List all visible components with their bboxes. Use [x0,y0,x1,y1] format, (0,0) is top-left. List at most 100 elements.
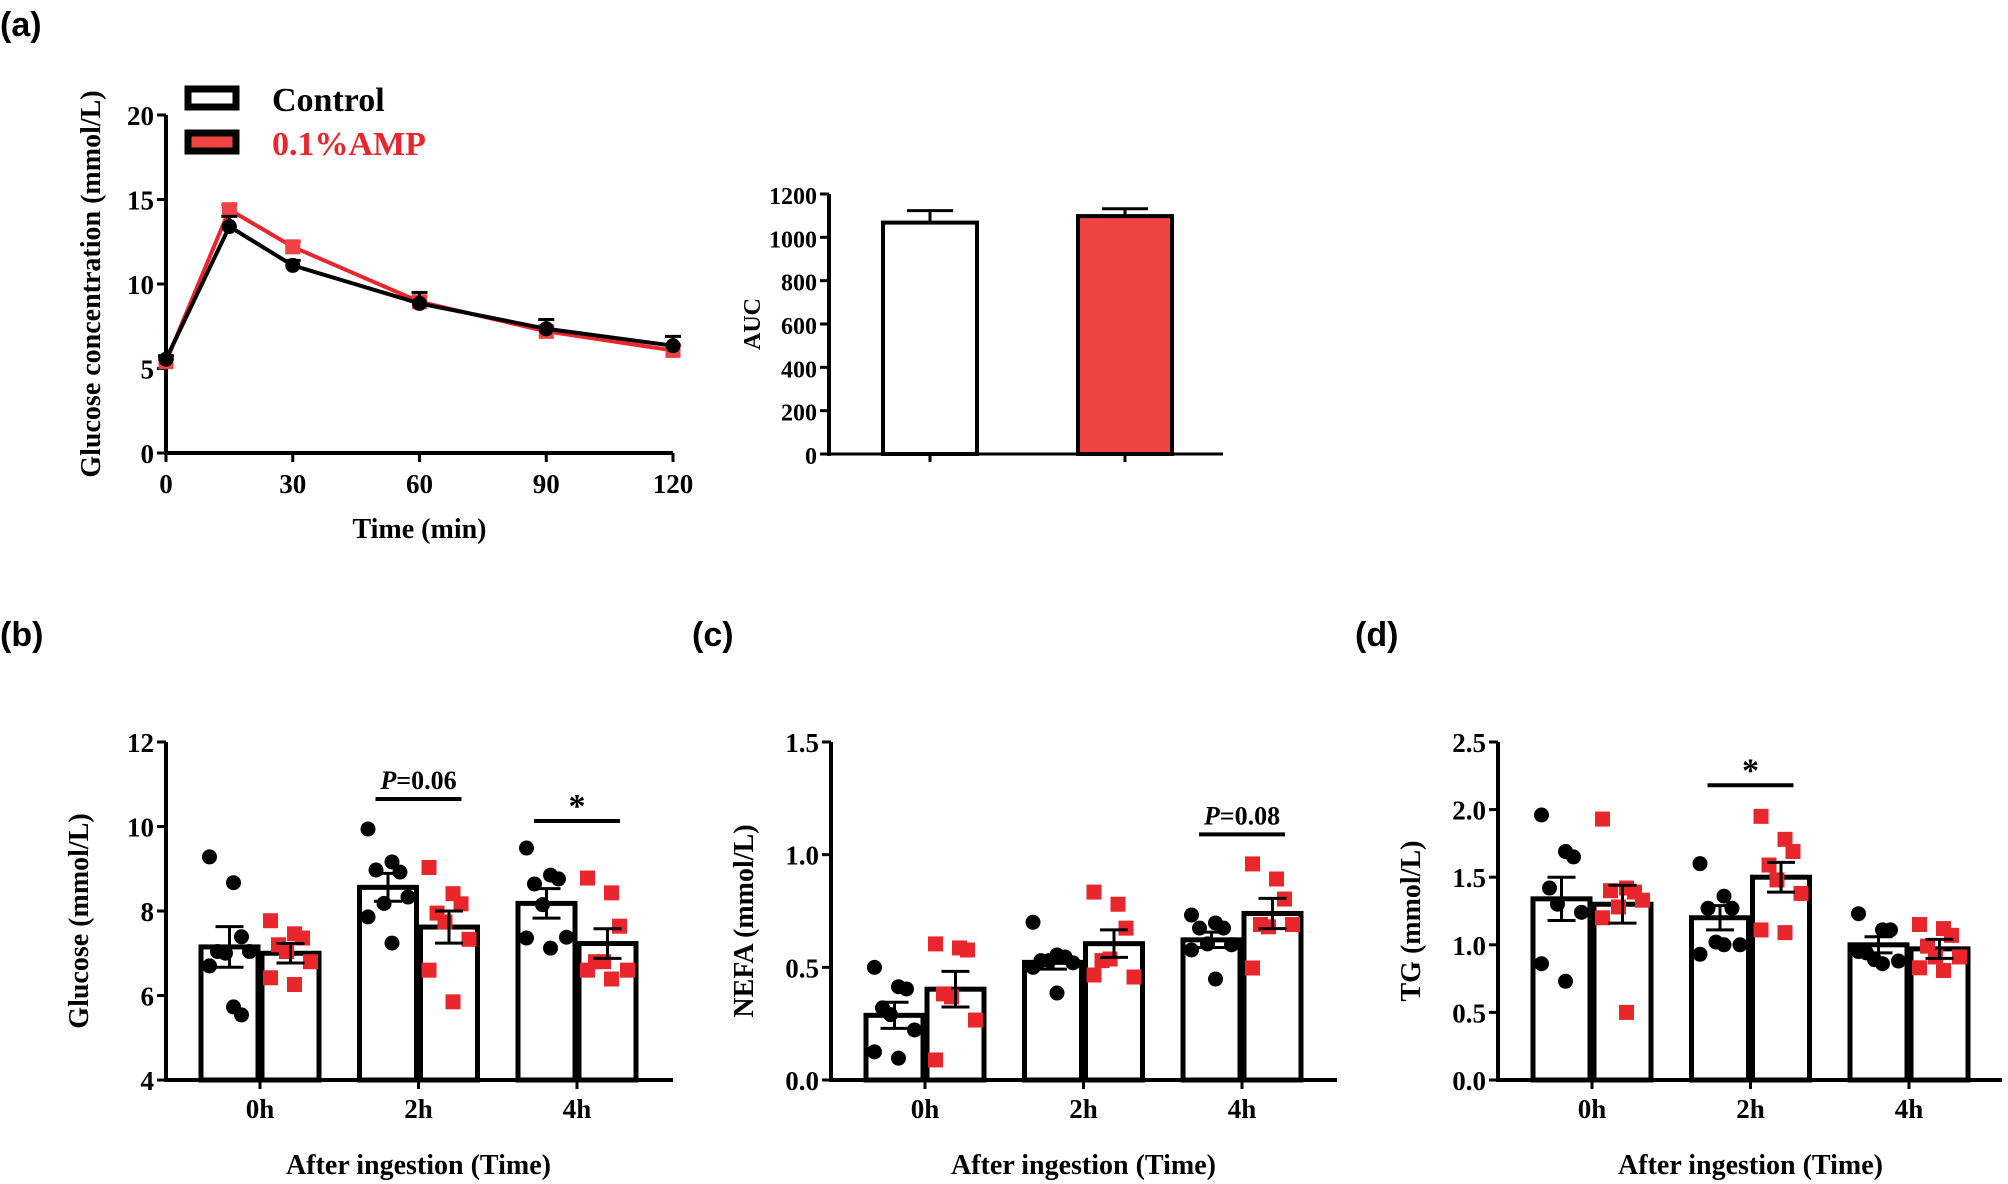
data-point [1692,856,1708,872]
data-point [303,954,318,970]
bar [1241,910,1304,1083]
y-tick-label: 6 [141,982,155,1012]
y-tick-label: 1.5 [1452,863,1486,893]
data-point [1777,925,1793,941]
panel-label-b: (b) [0,616,43,654]
data-point [202,958,217,974]
bar [1180,937,1243,1083]
y-axis-title: AUC [740,298,766,350]
data-point [1184,907,1199,923]
legend: Control 0.1%AMP [184,82,426,163]
y-tick-label: 20 [127,101,154,131]
data-point [1595,811,1610,827]
data-point [867,1044,882,1060]
y-tick-label: 5 [141,355,155,385]
series-amp [1591,808,1971,1083]
data-point [360,821,376,837]
x-axis-title: Time (min) [352,514,486,545]
p-value-label: P=0.06 [379,766,456,795]
data-point [1753,922,1769,938]
legend-label-control: Control [272,82,385,119]
data-point [1025,959,1041,975]
data-point [384,854,400,870]
data-point [907,1022,922,1038]
p-value: =0.06 [396,766,456,795]
tg-bar-chart: 0.0 0.5 1.0 1.5 2.0 2.5 TG (mmol/L) 0h 2h 4h After… [1396,728,2002,1181]
data-point [234,1007,249,1023]
data-point [1851,906,1866,922]
significance-star: * [569,788,586,825]
data-point [580,962,595,978]
data-point [559,929,574,945]
data-point [1875,956,1890,972]
data-point [285,257,301,273]
data-point [1732,937,1748,953]
y-tick-label: 2.0 [1452,796,1486,826]
data-point [1761,857,1777,873]
data-point [604,971,619,987]
data-point [1883,922,1898,938]
x-tick-label: 0h [1578,1094,1607,1124]
nefa-bar-chart: 0.0 0.5 1.0 1.5 NEFA (mmol/L) 0h 2h 4h After ing… [729,728,1337,1181]
y-tick-label: 2.5 [1452,728,1486,758]
data-point [1542,880,1557,896]
series-amp [924,856,1304,1083]
data-point [519,840,534,856]
p-symbol: P [379,766,397,795]
y-tick-label: 12 [127,728,154,758]
y-tick-label: 1000 [769,227,817,253]
y-tick-label: 0 [141,439,155,469]
y-tick-label: 600 [781,314,817,340]
y-tick-label: 0.0 [1452,1066,1486,1096]
y-tick-label: 400 [781,357,817,383]
y-tick-label: 0 [805,444,817,470]
data-point [538,321,554,337]
data-point [421,859,437,875]
data-point [604,885,619,901]
data-point [1952,949,1967,965]
y-axis-title: TG (mmol/L) [1396,841,1427,1002]
data-point [1851,944,1866,960]
series-control [1530,807,1910,1083]
y-tick-label: 8 [141,897,155,927]
x-axis-title: After ingestion (Time) [286,1150,551,1181]
data-point [287,977,302,993]
y-axis-title: Glucose concentration (mmol/L) [76,90,107,477]
y-axis-title: NEFA (mmol/L) [729,824,760,1017]
legend-item-control: Control [184,82,385,119]
data-point [295,930,310,946]
data-point [1793,885,1809,901]
data-point [1126,969,1142,985]
data-point [1285,917,1300,933]
data-point [1574,904,1589,920]
data-point [1724,900,1740,916]
data-point [665,338,681,354]
panel-label-d: (d) [1355,616,1398,654]
significance-star: * [1742,752,1759,789]
series-control [198,821,578,1083]
y-tick-label: 0.5 [785,953,819,983]
data-point [1619,1004,1634,1020]
legend-swatch-amp [184,129,240,155]
data-point [1891,953,1906,969]
data-point [1245,856,1260,872]
x-tick-label: 2h [1736,1094,1765,1124]
x-tick-label: 120 [653,469,694,499]
x-tick-label: 4h [1895,1094,1924,1124]
y-tick-label: 0.0 [785,1066,819,1096]
data-point [1086,967,1102,983]
x-tick-label: 90 [533,469,560,499]
data-point [221,202,237,218]
data-point [1635,892,1650,908]
data-point [360,909,376,925]
data-point [285,239,301,255]
data-point [928,936,943,952]
x-tick-label: 0h [246,1094,275,1124]
data-point [580,870,595,886]
y-tick-label: 1.0 [785,841,819,871]
data-point [158,351,174,367]
data-point [1558,973,1573,989]
data-point [1086,884,1102,900]
y-tick-label: 4 [141,1066,155,1096]
